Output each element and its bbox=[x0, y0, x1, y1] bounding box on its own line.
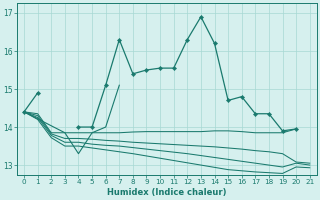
X-axis label: Humidex (Indice chaleur): Humidex (Indice chaleur) bbox=[107, 188, 227, 197]
